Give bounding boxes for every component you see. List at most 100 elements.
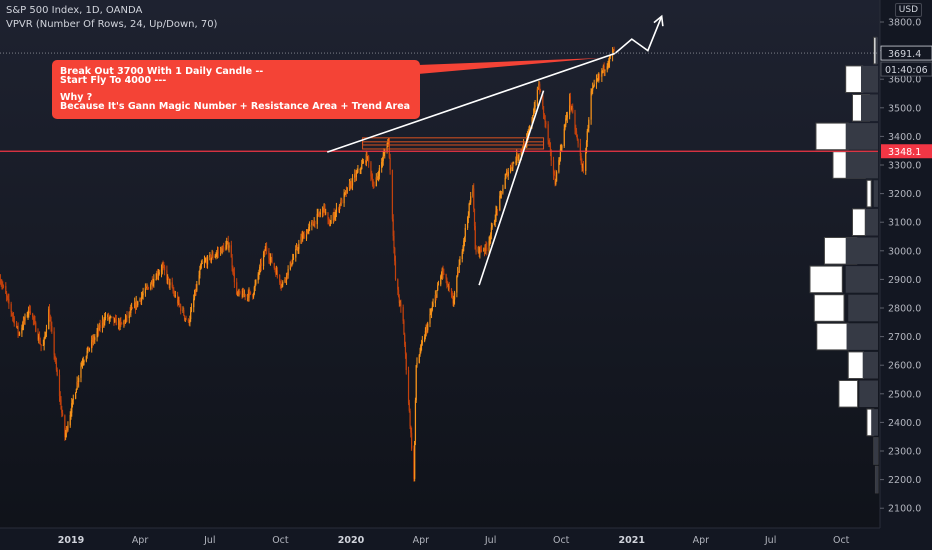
candle-body [453, 299, 455, 304]
candle-body [608, 62, 610, 65]
time-axis-panel [0, 528, 932, 550]
y-tick-label: 3300.0 [888, 161, 921, 172]
candle-body [516, 153, 519, 159]
candle-body [49, 319, 51, 322]
candle-body [302, 234, 305, 236]
x-tick-label: Apr [693, 535, 710, 546]
x-tick-label: Apr [413, 535, 430, 546]
candle-body [265, 246, 267, 252]
candle-body [144, 287, 147, 294]
candle-body [217, 251, 219, 253]
candle-body [0, 279, 2, 284]
candle-body [504, 177, 506, 189]
candle-body [398, 297, 400, 303]
candle-body [366, 154, 368, 160]
candle-body [335, 208, 338, 213]
volume-bar-down [865, 208, 878, 236]
candle-body [203, 261, 206, 264]
candle-body [329, 223, 331, 226]
candle-body [348, 183, 351, 188]
candle-body [553, 174, 555, 176]
candle-body [368, 156, 370, 163]
candle-body [178, 299, 180, 305]
candle-body [248, 291, 250, 298]
volume-bar-down [845, 151, 878, 179]
candle-body [558, 160, 560, 172]
candle-body [457, 271, 459, 277]
symbol-title[interactable]: S&P 500 Index, 1D, OANDA [6, 5, 143, 16]
candle-body [226, 241, 229, 244]
candle-body [313, 220, 315, 226]
candle-body [76, 381, 78, 389]
candle-body [494, 220, 496, 223]
candle-body [38, 336, 41, 343]
annotation-box [52, 60, 420, 119]
candle-body [297, 249, 299, 251]
candle-body [322, 208, 324, 213]
candle-body [280, 284, 282, 286]
candle-body [420, 345, 422, 353]
candle-body [115, 318, 117, 326]
candle-body [155, 279, 157, 281]
candle-body [312, 222, 314, 225]
candle-body [502, 188, 504, 193]
candle-body [66, 428, 68, 431]
volume-bar-up [816, 322, 849, 351]
indicator-title[interactable]: VPVR (Number Of Rows, 24, Up/Down, 70) [6, 19, 218, 30]
candle-body [171, 282, 173, 288]
candle-body [221, 246, 223, 253]
candle-body [167, 276, 170, 279]
candle-body [56, 369, 58, 376]
candle-body [354, 174, 356, 178]
candle-body [291, 263, 293, 266]
candle-body [252, 294, 254, 297]
level-price-tag [881, 144, 932, 159]
candle-body [69, 415, 71, 426]
candle-body [93, 337, 95, 340]
candle-body [183, 315, 186, 319]
candle-body [157, 273, 160, 276]
candle-body [12, 314, 14, 317]
candle-body [236, 282, 238, 295]
candle-body [489, 239, 491, 242]
candle-body [99, 324, 101, 329]
candle-body [543, 114, 545, 116]
currency-button[interactable]: USD [894, 3, 922, 17]
candle-body [447, 285, 450, 287]
candle-body [53, 331, 55, 355]
candle-body [239, 291, 241, 294]
candle-body [480, 249, 483, 251]
candle-body [86, 350, 88, 356]
candle-body [357, 169, 359, 172]
candle-body [416, 362, 418, 366]
candle-body [131, 307, 133, 309]
candle-body [506, 171, 509, 176]
candle-body [441, 268, 443, 275]
candle-body [42, 344, 44, 346]
projection-arrow-path [614, 15, 663, 55]
volume-bar-down [861, 94, 878, 122]
candle-body [60, 399, 62, 409]
candle-body [418, 355, 420, 363]
candle-body [447, 285, 449, 287]
candle-body [75, 388, 77, 393]
candle-body [82, 361, 84, 363]
candle-body [414, 400, 417, 441]
candle-body [572, 108, 574, 113]
annotation-text: Start Fly To 4000 --- [60, 75, 166, 86]
candle-body [193, 295, 196, 299]
candle-body [44, 335, 46, 338]
candle-body [359, 169, 361, 171]
candle-body [7, 297, 9, 299]
candle-body [72, 398, 74, 400]
candle-body [295, 247, 298, 250]
candle-body [59, 396, 61, 400]
candle-body [137, 301, 139, 306]
volume-bar-down [846, 323, 878, 350]
candle-body [597, 78, 599, 80]
candle-body [17, 326, 19, 333]
candle-body [574, 112, 576, 130]
candle-body [18, 332, 20, 334]
